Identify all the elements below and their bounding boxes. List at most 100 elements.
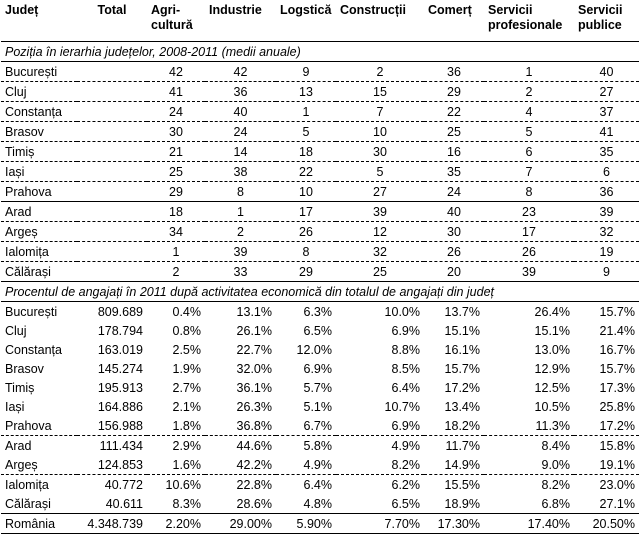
rank-cell: 36 [574, 181, 639, 202]
table-row: Arad 18 1 17 39 40 23 39 [1, 201, 639, 222]
header-agricultura: Agri-cultură [147, 1, 205, 42]
rank-cell: 18 [147, 201, 205, 222]
empty-cell [77, 241, 147, 262]
rank-cell: 27 [574, 81, 639, 102]
percent-cell: 23.0% [599, 477, 635, 492]
rank-cell: 2 [484, 81, 574, 102]
country-name: România [1, 513, 77, 534]
percent-cell: 7.70% [336, 513, 424, 534]
percent-cell: 14.9% [424, 455, 484, 475]
percent-cell: 6.5% [391, 496, 421, 511]
percent-cell: 26.4% [534, 304, 570, 319]
rank-cell: 29 [424, 81, 484, 102]
section-title: Poziția în ierarhia județelor, 2008-2011… [1, 41, 639, 62]
percent-cell: 18.9% [444, 496, 480, 511]
county-name: București [5, 304, 58, 319]
rank-cell: 15 [336, 81, 424, 102]
percent-cell: 18.2% [424, 416, 484, 436]
empty-cell [77, 81, 147, 102]
employees-total: 111.434 [99, 438, 143, 453]
percent-cell: 10.6% [165, 477, 201, 492]
table-row: Cluj 178.794 0.8% 26.1% 6.5% 6.9% 15.1% 15.1% 21… [1, 321, 639, 340]
rank-cell: 16 [424, 141, 484, 162]
rank-cell: 30 [424, 221, 484, 242]
percent-cell: 20.50% [574, 513, 639, 534]
percent-cell: 5.90% [276, 513, 336, 534]
rank-cell: 6 [484, 141, 574, 162]
total-row: România 4.348.739 2.20% 29.00% 5.90% 7.70% 17.… [1, 513, 639, 534]
percent-cell: 8.5% [391, 361, 421, 376]
rank-cell: 38 [205, 161, 276, 182]
percent-cell: 36.8% [205, 416, 276, 436]
table-row: Timiș 195.913 2.7% 36.1% 5.7% 6.4% 17.2% 12.5% 1… [1, 378, 639, 397]
employees-total: 163.019 [97, 342, 143, 357]
rank-cell: 42 [147, 61, 205, 82]
percent-cell: 6.4% [391, 380, 421, 395]
empty-cell [77, 101, 147, 122]
percent-cell: 6.2% [391, 477, 421, 492]
county-name: Cluj [5, 323, 27, 338]
rank-cell: 22 [276, 161, 336, 182]
table-row: Ialomița 40.772 10.6% 22.8% 6.4% 6.2% 15.5% 8.2… [1, 475, 639, 495]
rank-cell: 39 [484, 261, 574, 282]
rank-cell: 1 [147, 241, 205, 262]
rank-cell: 32 [336, 241, 424, 262]
percent-cell: 15.8% [599, 438, 635, 453]
rank-cell: 9 [574, 261, 639, 282]
county-name: Călărași [5, 496, 51, 511]
rank-cell: 25 [424, 121, 484, 142]
percent-cell: 11.7% [445, 438, 480, 453]
percent-cell: 17.40% [484, 513, 574, 534]
rank-cell: 8 [484, 181, 574, 202]
percent-cell: 13.1% [236, 304, 272, 319]
table-row: Călărași 2 33 29 25 20 39 9 [1, 261, 639, 282]
percent-cell: 0.8% [172, 323, 202, 338]
rank-cell: 25 [336, 261, 424, 282]
rank-cell: 30 [336, 141, 424, 162]
percent-cell: 9.0% [484, 455, 574, 475]
rank-cell: 32 [574, 221, 639, 242]
percent-cell: 17.2% [574, 416, 639, 436]
percent-cell: 1.9% [172, 361, 202, 376]
percent-cell: 25.8% [599, 399, 635, 414]
rank-cell: 35 [424, 161, 484, 182]
rank-cell: 29 [147, 181, 205, 202]
county-name: Călărași [1, 261, 77, 282]
table-row: Călărași 40.611 8.3% 28.6% 4.8% 6.5% 18.9% 6.8%… [1, 494, 639, 514]
empty-cell [77, 141, 147, 162]
percent-cell: 19.1% [574, 455, 639, 475]
percent-cell: 4.8% [303, 496, 333, 511]
percent-cell: 12.5% [534, 380, 570, 395]
percent-cell: 26.3% [236, 399, 272, 414]
percent-cell: 8.2% [336, 455, 424, 475]
header-industrie: Industrie [205, 1, 276, 42]
rank-cell: 5 [276, 121, 336, 142]
table-row: Constanța 163.019 2.5% 22.7% 12.0% 8.8% 16.1% 1… [1, 340, 639, 359]
section-title-row: Procentul de angajați în 2011 după activ… [1, 281, 639, 302]
county-name: Brasov [5, 361, 44, 376]
percent-cell: 15.7% [599, 361, 635, 376]
header-judet: Județ [1, 1, 77, 42]
rank-cell: 1 [205, 201, 276, 222]
rank-cell: 24 [147, 101, 205, 122]
percent-cell: 4.9% [391, 438, 421, 453]
rank-cell: 30 [147, 121, 205, 142]
table-row: Argeș 124.853 1.6% 42.2% 4.9% 8.2% 14.9% 9.0% 19… [1, 455, 639, 475]
rank-cell: 40 [205, 101, 276, 122]
employees-total: 164.886 [97, 399, 143, 414]
employees-total: 40.772 [104, 477, 143, 492]
rank-cell: 4 [484, 101, 574, 122]
rank-cell: 26 [424, 241, 484, 262]
rank-cell: 8 [276, 241, 336, 262]
rank-cell: 5 [336, 161, 424, 182]
percent-cell: 5.7% [303, 380, 333, 395]
percent-cell: 36.1% [236, 380, 272, 395]
rank-cell: 6 [574, 161, 639, 182]
rank-cell: 10 [336, 121, 424, 142]
percent-cell: 17.2% [444, 380, 480, 395]
rank-cell: 34 [147, 221, 205, 242]
table-row: București 809.689 0.4% 13.1% 6.3% 10.0% 13.7% 2… [1, 302, 639, 322]
percent-cell: 11.3% [484, 416, 574, 436]
county-name: Brasov [1, 121, 77, 142]
